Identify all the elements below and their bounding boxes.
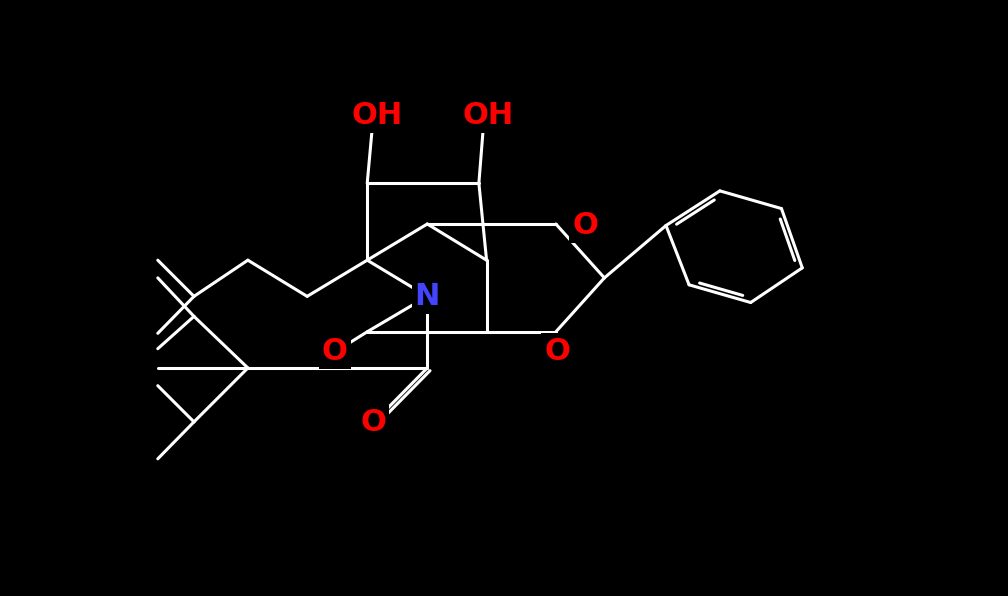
- Text: OH: OH: [463, 101, 514, 130]
- Text: OH: OH: [352, 101, 403, 130]
- Text: O: O: [544, 337, 571, 365]
- Text: O: O: [322, 337, 348, 365]
- Text: N: N: [414, 282, 439, 311]
- Text: O: O: [361, 408, 386, 437]
- Text: O: O: [573, 211, 598, 240]
